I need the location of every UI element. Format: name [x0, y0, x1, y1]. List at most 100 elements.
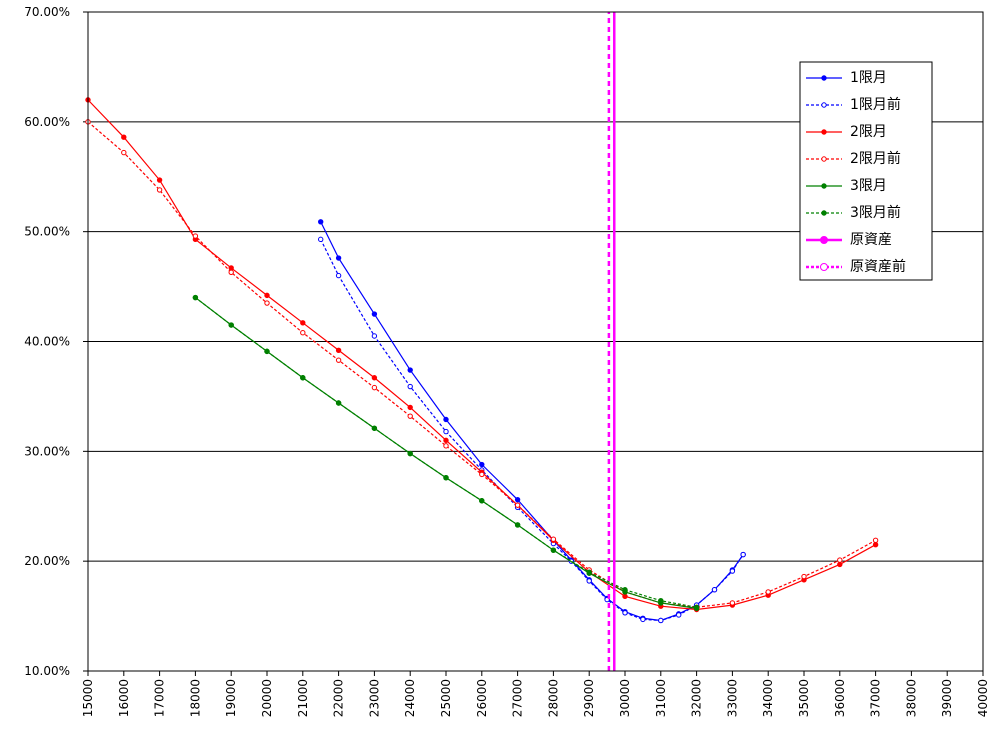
data-point: [264, 292, 270, 299]
data-point: [622, 593, 628, 600]
y-tick-label: 70.00%: [24, 5, 70, 19]
y-tick-label: 30.00%: [24, 444, 70, 458]
legend-marker: [820, 236, 828, 244]
data-point: [658, 617, 664, 624]
data-point: [676, 612, 682, 618]
data-point: [837, 557, 843, 563]
x-tick-label: 37000: [869, 679, 883, 717]
data-point: [711, 587, 718, 593]
legend-marker: [821, 129, 827, 135]
data-point: [300, 320, 306, 326]
x-tick-label: 19000: [224, 679, 238, 717]
data-point: [300, 375, 306, 381]
y-tick-label: 10.00%: [24, 664, 70, 678]
x-tick-label: 33000: [725, 679, 739, 717]
data-point: [443, 474, 449, 481]
legend-label: 2限月: [850, 124, 887, 140]
data-point: [622, 610, 628, 616]
data-point: [658, 598, 664, 604]
x-tick-label: 25000: [439, 679, 453, 717]
data-point: [318, 219, 324, 225]
data-point: [335, 400, 342, 406]
data-point: [640, 616, 646, 623]
data-point: [407, 367, 413, 373]
data-point: [192, 233, 199, 239]
legend-label: 原資産: [850, 232, 892, 248]
data-point: [872, 537, 879, 543]
data-point: [192, 294, 199, 301]
x-tick-label: 15000: [81, 679, 95, 717]
data-point: [729, 600, 736, 606]
legend-marker: [821, 102, 827, 108]
legend-marker: [821, 183, 827, 189]
data-point: [335, 255, 342, 261]
y-tick-label: 60.00%: [24, 115, 70, 129]
data-point: [550, 547, 557, 553]
data-point: [801, 573, 807, 580]
x-tick-label: 28000: [546, 679, 560, 717]
data-point: [693, 604, 700, 610]
plot-border: [87, 11, 984, 672]
data-point: [371, 311, 378, 317]
x-tick-label: 31000: [654, 679, 668, 717]
data-point: [479, 498, 485, 504]
legend-box: [799, 61, 933, 281]
x-tick-label: 35000: [797, 679, 811, 717]
data-point: [371, 375, 378, 381]
data-point: [407, 413, 413, 419]
x-tick-label: 30000: [618, 679, 632, 717]
data-point: [156, 187, 163, 193]
data-point: [586, 578, 592, 584]
legend-marker: [820, 263, 828, 271]
data-point: [264, 300, 270, 306]
data-point: [407, 404, 413, 411]
legend-label: 3限月前: [850, 204, 901, 221]
y-tick-label: 20.00%: [24, 554, 70, 568]
data-point: [550, 536, 557, 542]
data-point: [121, 134, 127, 140]
x-tick-label: 24000: [403, 679, 417, 717]
y-tick-label: 40.00%: [24, 335, 70, 349]
data-point: [765, 589, 771, 595]
data-point: [371, 333, 378, 339]
data-point: [479, 471, 485, 478]
data-point: [228, 265, 234, 271]
data-point: [300, 330, 306, 336]
data-point: [837, 561, 843, 568]
data-point: [335, 357, 342, 363]
data-point: [740, 551, 746, 558]
data-point: [264, 348, 270, 355]
data-point: [121, 149, 127, 156]
y-tick-label: 50.00%: [24, 225, 70, 239]
x-tick-label: 16000: [117, 679, 131, 717]
x-tick-label: 26000: [475, 679, 489, 717]
x-tick-label: 34000: [761, 679, 775, 717]
data-point: [407, 450, 413, 457]
data-point: [443, 437, 449, 444]
data-point: [729, 568, 736, 574]
x-tick-label: 40000: [976, 679, 990, 717]
data-point: [407, 383, 413, 390]
legend-label: 3限月: [850, 178, 887, 194]
x-tick-label: 23000: [367, 679, 381, 717]
data-point: [228, 322, 234, 328]
legend-label: 2限月前: [850, 150, 901, 167]
legend-marker: [821, 210, 827, 216]
data-point: [514, 522, 521, 528]
legend-label: 原資産前: [850, 258, 906, 275]
x-tick-label: 20000: [260, 679, 274, 717]
data-point: [371, 425, 378, 431]
data-point: [514, 496, 521, 503]
data-point: [335, 347, 342, 353]
legend-marker: [821, 75, 827, 81]
data-point: [443, 416, 449, 423]
data-point: [443, 428, 449, 435]
data-point: [479, 461, 485, 468]
x-tick-label: 17000: [153, 679, 167, 717]
data-point: [228, 269, 234, 276]
x-tick-label: 38000: [904, 679, 918, 717]
x-tick-label: 21000: [296, 679, 310, 717]
x-tick-label: 18000: [188, 679, 202, 717]
x-tick-label: 36000: [833, 679, 847, 717]
legend-label: 1限月前: [850, 96, 901, 113]
